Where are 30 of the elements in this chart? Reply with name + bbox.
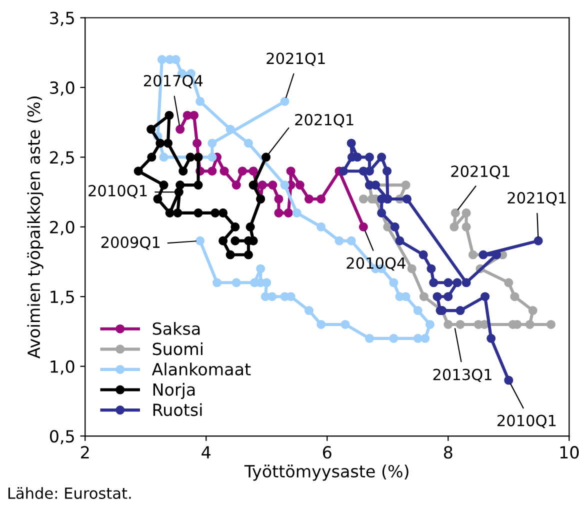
y-tick-label: 2,5 [50,151,74,166]
annotation: 2017Q4 [144,74,203,88]
legend-label: Alankomaat [152,362,251,376]
x-tick-label: 10 [560,446,579,459]
x-tick-label: 2 [81,446,89,458]
x-axis-title: Työttömyysaste (%) [244,464,408,481]
y-tick-label: 3,5 [50,12,74,26]
legend-label: Ruotsi [153,403,202,416]
annotation: 2021Q1 [451,166,510,179]
legend-label: Saksa [152,322,200,335]
annotation: 2010Q1 [88,184,147,198]
x-tick-label: 6 [322,446,332,459]
y-tick-label: 0,5 [50,430,74,444]
annotation: 2009Q1 [101,236,160,250]
annotation: 2021Q1 [266,52,325,66]
text: Lähde: Eurostat. [8,487,131,499]
legend-label: Suomi [152,342,202,356]
y-tick-label: 3,0 [50,81,74,96]
x-tick-label: 8 [444,446,452,459]
y-tick-label: 1,0 [50,360,74,375]
y-tick-label: 2,0 [50,220,74,236]
annotation: 2010Q4 [346,257,406,271]
x-tick-label: 4 [202,446,210,458]
annotation: 2010Q1 [498,414,556,428]
legend-label: Norja [153,382,195,400]
annotation: 2021Q1 [508,192,566,206]
y-tick-label: 1,5 [50,290,74,305]
annotation: 2013Q1 [433,368,492,382]
y-axis-title: Avoimien työpaikkojen aste (%) [27,96,44,359]
annotation: 2021Q1 [295,114,354,128]
